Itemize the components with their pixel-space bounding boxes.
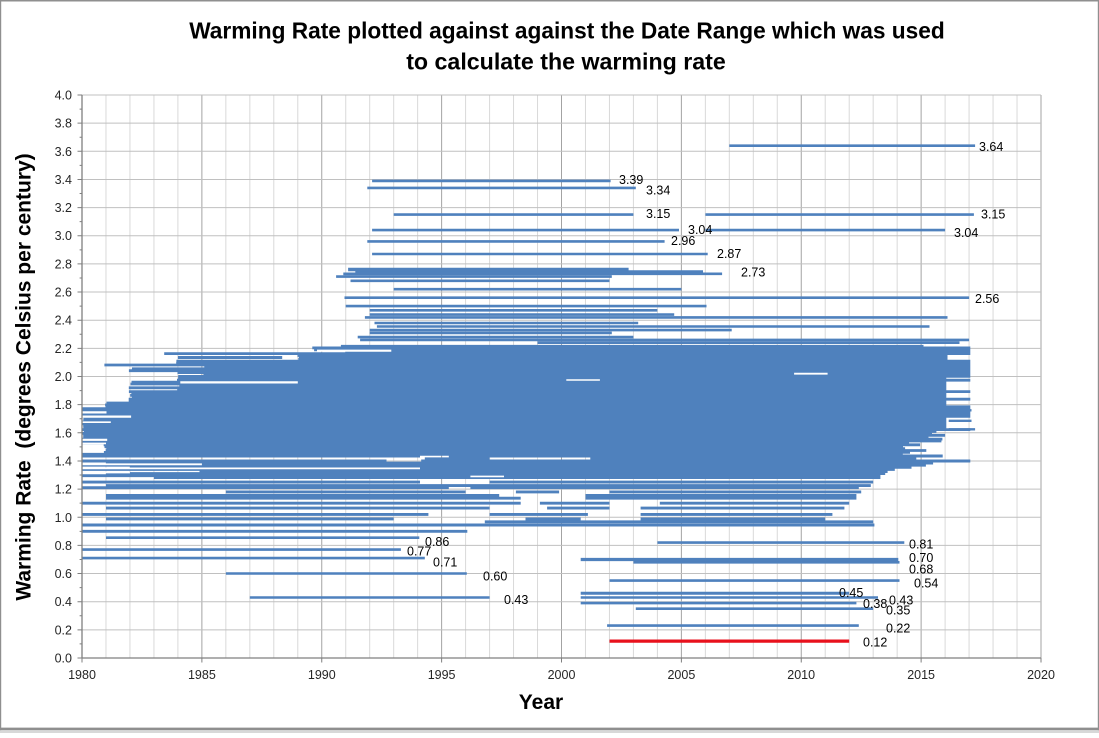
svg-text:2020: 2020 — [1027, 668, 1055, 682]
svg-text:to calculate the warming rate: to calculate the warming rate — [406, 48, 726, 74]
svg-text:2000: 2000 — [548, 668, 576, 682]
svg-text:0.4: 0.4 — [55, 595, 72, 609]
svg-text:4.0: 4.0 — [55, 89, 72, 103]
svg-text:3.15: 3.15 — [646, 207, 670, 221]
svg-text:2.4: 2.4 — [55, 314, 72, 328]
svg-text:0.81: 0.81 — [909, 537, 933, 551]
svg-text:0.12: 0.12 — [863, 635, 887, 649]
svg-text:Year: Year — [519, 691, 563, 714]
svg-text:2010: 2010 — [787, 668, 815, 682]
svg-text:1.2: 1.2 — [55, 483, 72, 497]
svg-text:2.56: 2.56 — [975, 292, 999, 306]
svg-text:2.73: 2.73 — [741, 265, 765, 279]
svg-text:2.6: 2.6 — [55, 286, 72, 300]
svg-text:0.38: 0.38 — [863, 597, 887, 611]
svg-text:2.2: 2.2 — [55, 342, 72, 356]
svg-text:3.04: 3.04 — [688, 223, 712, 237]
svg-text:0.0: 0.0 — [55, 652, 72, 666]
svg-text:2.96: 2.96 — [671, 234, 695, 248]
svg-text:1.8: 1.8 — [55, 398, 72, 412]
svg-text:2.87: 2.87 — [717, 247, 741, 261]
svg-text:0.60: 0.60 — [483, 569, 507, 583]
svg-text:3.34: 3.34 — [646, 183, 670, 197]
svg-text:1980: 1980 — [68, 668, 96, 682]
svg-text:0.22: 0.22 — [886, 621, 910, 635]
svg-text:0.43: 0.43 — [889, 593, 913, 607]
svg-text:0.86: 0.86 — [425, 535, 449, 549]
svg-text:3.39: 3.39 — [619, 173, 643, 187]
svg-text:3.4: 3.4 — [55, 173, 72, 187]
svg-text:Warming Rate plotted against a: Warming Rate plotted against against the… — [189, 18, 945, 44]
svg-text:3.6: 3.6 — [55, 145, 72, 159]
svg-text:1.0: 1.0 — [55, 511, 72, 525]
svg-text:3.64: 3.64 — [979, 140, 1003, 154]
svg-text:3.04: 3.04 — [954, 226, 978, 240]
svg-text:0.43: 0.43 — [504, 593, 528, 607]
svg-text:0.77: 0.77 — [407, 544, 431, 558]
svg-text:0.8: 0.8 — [55, 539, 72, 553]
svg-text:2.0: 2.0 — [55, 370, 72, 384]
svg-text:1.4: 1.4 — [55, 454, 72, 468]
svg-text:1.6: 1.6 — [55, 426, 72, 440]
svg-text:0.35: 0.35 — [886, 603, 910, 617]
svg-text:2005: 2005 — [667, 668, 695, 682]
svg-text:1990: 1990 — [308, 668, 336, 682]
svg-text:3.8: 3.8 — [55, 117, 72, 131]
svg-text:1995: 1995 — [428, 668, 456, 682]
svg-text:0.70: 0.70 — [909, 551, 933, 565]
svg-text:1985: 1985 — [188, 668, 216, 682]
svg-text:2.8: 2.8 — [55, 257, 72, 271]
svg-text:0.2: 0.2 — [55, 623, 72, 637]
svg-text:3.2: 3.2 — [55, 201, 72, 215]
svg-text:0.71: 0.71 — [433, 555, 457, 569]
svg-text:2015: 2015 — [907, 668, 935, 682]
svg-text:3.15: 3.15 — [981, 207, 1005, 221]
svg-text:0.6: 0.6 — [55, 567, 72, 581]
svg-text:0.45: 0.45 — [839, 586, 863, 600]
svg-text:0.54: 0.54 — [914, 576, 938, 590]
svg-text:3.0: 3.0 — [55, 229, 72, 243]
svg-text:Warming Rate (degrees Celsius: Warming Rate (degrees Celsius per centur… — [13, 153, 36, 600]
svg-text:0.68: 0.68 — [909, 562, 933, 576]
